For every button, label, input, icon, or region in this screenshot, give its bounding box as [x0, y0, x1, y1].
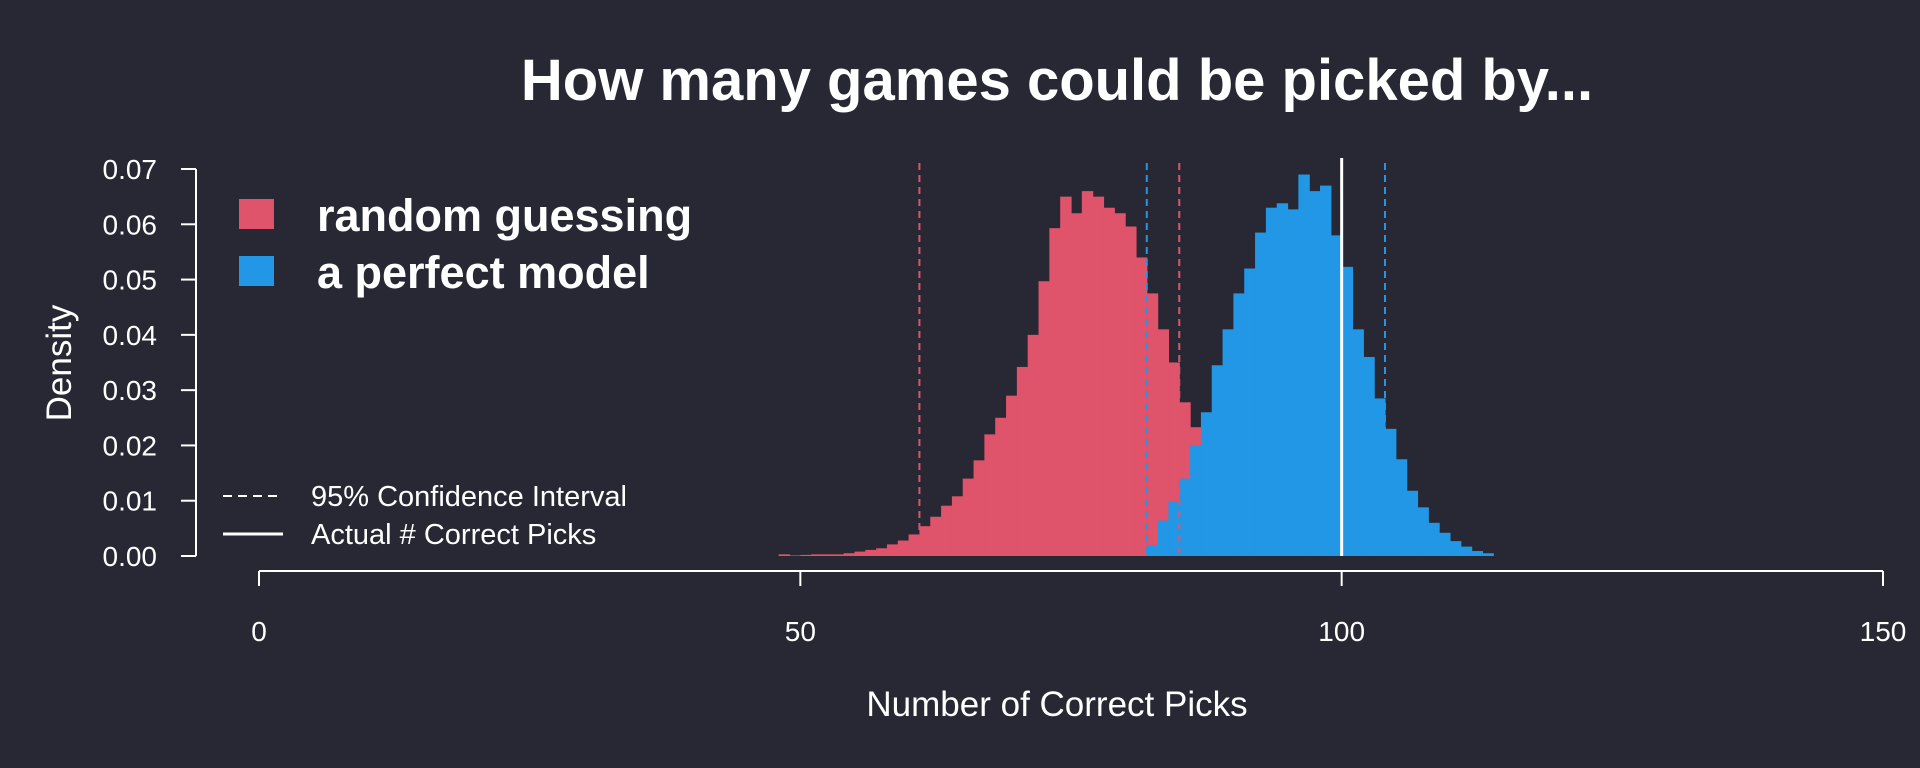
legend-fill: random guessing a perfect model	[239, 190, 692, 298]
histogram-bar-series-1	[1406, 490, 1419, 556]
histogram-bar-series-0	[778, 554, 791, 556]
x-ticks: 0 50 100 150	[251, 571, 1906, 647]
histogram-bar-series-1	[1449, 541, 1462, 556]
histogram-bar-series-0	[1135, 257, 1148, 556]
y-tick-label: 0.01	[103, 486, 158, 517]
histogram-bar-series-1	[1287, 209, 1299, 556]
histogram-bar-series-0	[865, 549, 877, 556]
legend-lines: 95% Confidence Interval Actual # Correct…	[223, 481, 627, 551]
histogram-bar-series-1	[1255, 232, 1267, 557]
histogram-bar-series-1	[1352, 329, 1364, 556]
histogram-bar-series-0	[1049, 228, 1061, 557]
histogram-bar-series-0	[973, 460, 985, 556]
legend-swatch-perfect-model	[239, 256, 274, 286]
histogram-bar-series-0	[832, 554, 845, 556]
histogram-bar-series-1	[1439, 532, 1451, 556]
histogram-bar-series-1	[1179, 478, 1191, 556]
histogram-bar-series-0	[854, 551, 866, 556]
histogram-bar-series-0	[995, 417, 1007, 556]
histogram-bar-series-0	[919, 526, 931, 556]
legend-label-confidence-interval: 95% Confidence Interval	[311, 481, 627, 513]
histogram-bar-series-0	[951, 496, 964, 556]
histogram-bar-series-0	[1157, 329, 1170, 556]
histogram-bar-series-0	[984, 434, 996, 556]
histogram-bar-series-1	[1211, 365, 1224, 556]
y-tick-label: 0.05	[103, 265, 158, 296]
histogram-bar-series-1	[1363, 356, 1375, 556]
histogram-bars	[778, 174, 1494, 557]
histogram-bar-series-1	[1320, 185, 1332, 557]
histogram-bar-series-1	[1471, 551, 1484, 556]
histogram-bar-series-0	[886, 544, 899, 556]
legend-label-perfect-model: a perfect model	[317, 247, 650, 298]
y-tick-label: 0.02	[103, 430, 158, 461]
histogram-bar-series-1	[1374, 398, 1386, 556]
histogram-bar-series-0	[1081, 191, 1094, 556]
histogram-bar-series-1	[1330, 235, 1343, 557]
y-ticks: 0.00 0.01 0.02 0.03 0.04 0.05 0.06 0.07	[103, 154, 196, 572]
histogram-bar-series-0	[800, 554, 812, 556]
histogram-bar-series-0	[1027, 334, 1040, 556]
histogram-bar-series-1	[1309, 191, 1321, 556]
x-tick-label: 100	[1318, 616, 1365, 647]
x-axis: 0 50 100 150	[251, 570, 1906, 647]
histogram-bar-series-1	[1460, 546, 1473, 556]
histogram-bar-series-0	[821, 554, 834, 556]
y-tick-label: 0.07	[103, 154, 158, 185]
histogram-bar-series-0	[876, 548, 888, 556]
histogram-bar-series-1	[1395, 459, 1408, 556]
histogram-bar-series-0	[897, 540, 910, 556]
y-tick-label: 0.03	[103, 375, 158, 406]
y-tick-label: 0.00	[103, 541, 158, 572]
histogram-bar-series-1	[1157, 520, 1170, 556]
histogram-bar-series-1	[1190, 445, 1202, 556]
histogram-bar-series-0	[789, 555, 801, 556]
histogram-bar-series-0	[1038, 281, 1050, 556]
y-axis: 0.00 0.01 0.02 0.03 0.04 0.05 0.06 0.07	[103, 154, 197, 572]
x-tick-label: 150	[1860, 616, 1907, 647]
histogram-bar-series-1	[1428, 522, 1440, 556]
histogram-bar-series-0	[1071, 213, 1083, 556]
histogram-bar-series-0	[1092, 196, 1105, 556]
histogram-bar-series-1	[1482, 553, 1494, 556]
histogram-bar-series-0	[811, 554, 823, 556]
x-tick-label: 50	[785, 616, 816, 647]
histogram-bar-series-0	[1125, 226, 1137, 557]
histogram-bar-series-1	[1265, 207, 1278, 556]
histogram-bar-series-0	[908, 534, 921, 556]
legend-label-random-guessing: random guessing	[317, 190, 692, 241]
histogram-bar-series-1	[1276, 203, 1289, 556]
histogram-bar-series-1	[1384, 428, 1397, 556]
x-tick-label: 0	[251, 616, 267, 647]
histogram-bar-series-0	[1114, 213, 1126, 556]
histogram-bar-series-0	[1060, 196, 1072, 556]
histogram-bar-series-1	[1341, 266, 1354, 556]
histogram-bar-series-0	[1016, 366, 1029, 556]
histogram-bar-series-0	[962, 478, 975, 556]
y-tick-label: 0.04	[103, 320, 158, 351]
y-axis-title: Density	[40, 304, 79, 421]
reference-lines	[918, 158, 1386, 556]
chart-title: How many games could be picked by...	[521, 48, 1593, 113]
histogram-bar-series-0	[1103, 207, 1115, 556]
x-axis-title: Number of Correct Picks	[866, 685, 1247, 724]
histogram-bar-series-1	[1222, 329, 1234, 556]
histogram-bar-series-1	[1298, 174, 1310, 556]
y-tick-label: 0.06	[103, 209, 158, 240]
legend-label-actual-picks: Actual # Correct Picks	[311, 519, 596, 551]
histogram-bar-series-1	[1168, 501, 1180, 556]
histogram-bar-series-1	[1146, 544, 1159, 556]
histogram-bar-series-1	[1233, 293, 1245, 556]
histogram-bar-series-0	[1146, 293, 1159, 556]
histogram-bar-series-1	[1244, 268, 1256, 556]
histogram-bar-series-0	[1168, 362, 1180, 556]
histogram-bar-series-0	[843, 553, 856, 556]
histogram-bar-series-1	[1417, 507, 1429, 556]
histogram-bar-series-1	[1200, 412, 1213, 556]
histogram-bar-series-0	[1006, 395, 1018, 556]
histogram-bar-series-0	[941, 505, 953, 556]
histogram-bar-series-0	[930, 516, 942, 556]
legend-swatch-random-guessing	[239, 199, 274, 229]
